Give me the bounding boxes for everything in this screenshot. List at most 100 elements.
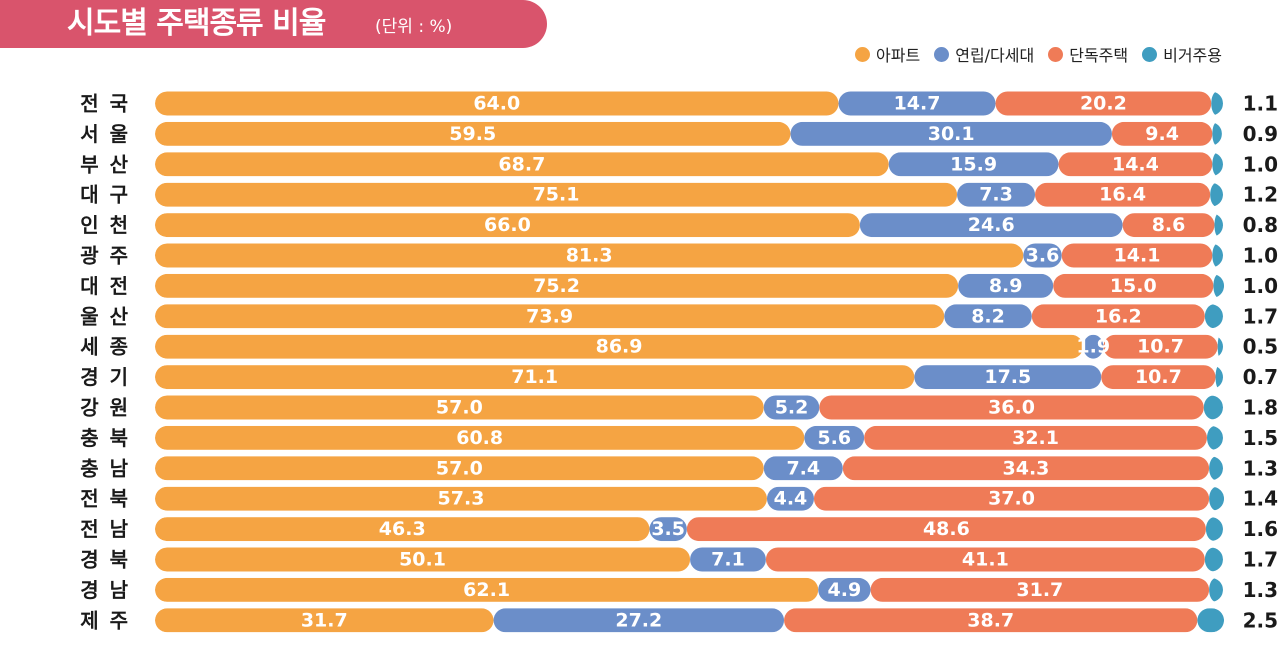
bar-segment-row-house bbox=[1083, 334, 1104, 359]
category-label: 제 주 bbox=[80, 608, 130, 632]
bar-segment-non-residential bbox=[1209, 577, 1223, 602]
data-label-row-house: 7.3 bbox=[979, 184, 1013, 206]
data-label-row-house: 8.2 bbox=[971, 305, 1005, 327]
bar-segment-apartment bbox=[155, 334, 1084, 359]
data-label-row-house: 7.4 bbox=[786, 457, 820, 479]
category-label: 경 북 bbox=[80, 548, 130, 572]
bar-segment-row-house bbox=[958, 273, 1054, 298]
data-label-non-residential: 1.1 bbox=[1243, 92, 1278, 116]
bar-segment-detached-house bbox=[784, 608, 1198, 633]
legend-item-detached-house: 단독주택 bbox=[1048, 42, 1128, 66]
data-label-non-residential: 1.8 bbox=[1243, 396, 1278, 420]
bar-segment-row-house bbox=[1023, 243, 1062, 268]
legend-swatch-row-house bbox=[934, 46, 950, 62]
category-label: 광 주 bbox=[80, 244, 130, 268]
bar-segment-apartment bbox=[155, 425, 805, 450]
bar-segment-apartment bbox=[155, 304, 945, 329]
bar-row bbox=[155, 91, 1223, 116]
category-label: 대 전 bbox=[80, 274, 130, 298]
data-label-row-house: 8.9 bbox=[989, 275, 1023, 297]
data-label-row-house: 5.6 bbox=[817, 427, 851, 449]
bar-segment-row-house bbox=[790, 121, 1112, 146]
legend-swatch-non-residential bbox=[1142, 46, 1158, 62]
title-banner: 시도별 주택종류 비율 (단위 : %) bbox=[0, 0, 547, 48]
bar-segment-detached-house bbox=[864, 425, 1207, 450]
bar-segment-apartment bbox=[155, 91, 839, 116]
bar-row bbox=[155, 547, 1223, 572]
data-label-non-residential: 1.4 bbox=[1243, 487, 1278, 511]
data-label-row-house: 7.1 bbox=[711, 549, 745, 571]
data-label-row-house: 3.5 bbox=[651, 518, 685, 540]
bar-segment-apartment bbox=[155, 243, 1024, 268]
bar-segment-detached-house bbox=[819, 395, 1204, 420]
data-label-apartment: 57.3 bbox=[438, 488, 485, 510]
bar-segment-detached-house bbox=[1053, 273, 1214, 298]
bar-segment-non-residential bbox=[1206, 425, 1223, 450]
bar-segment-apartment bbox=[155, 486, 767, 511]
data-label-row-house: 5.2 bbox=[775, 397, 809, 419]
bar-row bbox=[155, 182, 1223, 207]
data-label-detached-house: 34.3 bbox=[1003, 457, 1050, 479]
bar-segment-detached-house bbox=[1031, 304, 1205, 329]
bar-segment-detached-house bbox=[813, 486, 1210, 511]
data-label-apartment: 64.0 bbox=[473, 93, 520, 115]
bar-segment-row-house bbox=[888, 152, 1059, 177]
bar-segment-non-residential bbox=[1204, 304, 1223, 329]
legend-label-non-residential: 비거주용 bbox=[1163, 46, 1222, 65]
data-label-detached-house: 16.2 bbox=[1095, 305, 1142, 327]
bar-segment-non-residential bbox=[1214, 213, 1223, 238]
category-label: 경 기 bbox=[80, 365, 130, 389]
data-label-non-residential: 1.7 bbox=[1243, 548, 1278, 572]
data-label-detached-house: 20.2 bbox=[1080, 93, 1127, 115]
data-label-row-house: 15.9 bbox=[950, 153, 997, 175]
bar-row bbox=[155, 456, 1223, 481]
bar-segment-row-house bbox=[766, 486, 814, 511]
bar-segment-detached-house bbox=[1101, 365, 1216, 390]
bar-segment-non-residential bbox=[1212, 152, 1223, 177]
bar-row bbox=[155, 213, 1223, 238]
category-label: 전 북 bbox=[80, 487, 130, 511]
bar-row bbox=[155, 152, 1223, 177]
bar-segment-row-house bbox=[838, 91, 996, 116]
data-label-detached-house: 10.7 bbox=[1135, 366, 1182, 388]
data-label-detached-house: 16.4 bbox=[1099, 184, 1146, 206]
data-label-row-house: 1.9 bbox=[1076, 336, 1110, 358]
data-label-non-residential: 1.0 bbox=[1243, 244, 1278, 268]
category-label: 강 원 bbox=[80, 396, 130, 420]
data-label-detached-house: 36.0 bbox=[988, 397, 1035, 419]
chart-legend: 아파트 연립/다세대 단독주택 비거주용 bbox=[841, 42, 1222, 66]
legend-label-row-house: 연립/다세대 bbox=[955, 46, 1035, 65]
category-label: 부 산 bbox=[80, 152, 130, 176]
bar-segment-non-residential bbox=[1217, 334, 1223, 359]
data-label-row-house: 3.6 bbox=[1026, 245, 1060, 267]
bar-segment-non-residential bbox=[1210, 182, 1223, 207]
bar-segment-non-residential bbox=[1211, 91, 1223, 116]
data-label-apartment: 71.1 bbox=[511, 366, 558, 388]
legend-label-detached-house: 단독주택 bbox=[1069, 46, 1129, 65]
category-label: 울 산 bbox=[80, 304, 130, 328]
data-label-non-residential: 1.6 bbox=[1243, 517, 1278, 541]
bar-row bbox=[155, 243, 1223, 268]
bar-segment-apartment bbox=[155, 517, 650, 542]
legend-swatch-detached-house bbox=[1048, 46, 1064, 62]
legend-item-non-residential: 비거주용 bbox=[1142, 42, 1222, 66]
bar-segment-apartment bbox=[155, 182, 958, 207]
data-label-detached-house: 9.4 bbox=[1145, 123, 1179, 145]
data-label-non-residential: 0.9 bbox=[1243, 122, 1278, 146]
data-label-detached-house: 41.1 bbox=[962, 549, 1009, 571]
bar-segment-detached-house bbox=[870, 577, 1210, 602]
data-label-apartment: 66.0 bbox=[484, 214, 531, 236]
bar-segment-non-residential bbox=[1209, 456, 1223, 481]
data-label-apartment: 81.3 bbox=[566, 245, 613, 267]
data-label-non-residential: 1.3 bbox=[1243, 578, 1278, 602]
data-label-non-residential: 1.2 bbox=[1243, 183, 1278, 207]
bar-segment-detached-house bbox=[1061, 243, 1213, 268]
data-label-apartment: 59.5 bbox=[449, 123, 496, 145]
legend-label-apartment: 아파트 bbox=[876, 46, 921, 65]
data-label-apartment: 75.2 bbox=[533, 275, 580, 297]
bar-segment-apartment bbox=[155, 152, 889, 177]
bar-segment-detached-house bbox=[995, 91, 1212, 116]
data-label-detached-house: 15.0 bbox=[1110, 275, 1157, 297]
bar-segment-non-residential bbox=[1213, 273, 1225, 298]
